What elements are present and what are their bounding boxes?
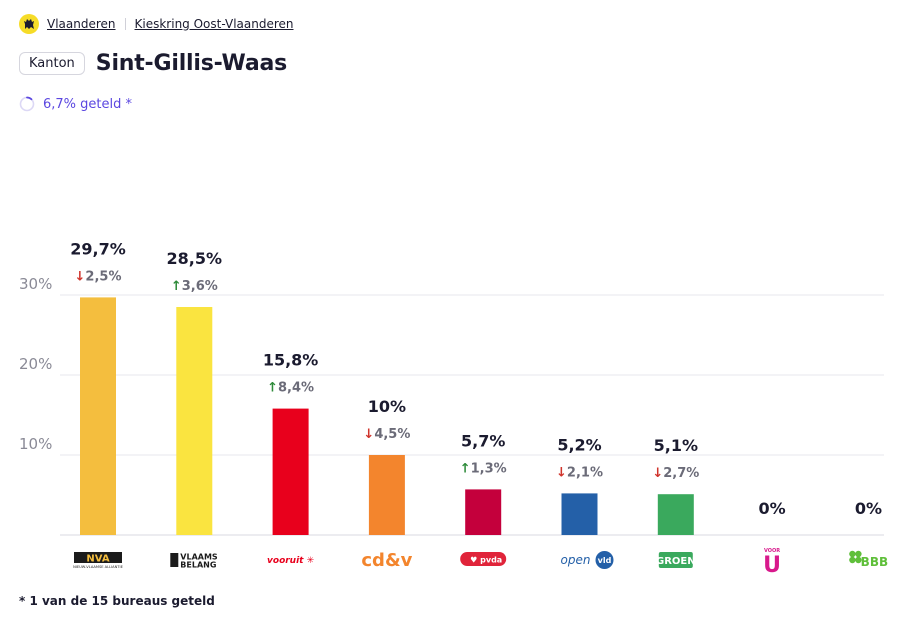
value-label-open-vld: 5,2% [557,435,601,454]
breadcrumb: Vlaanderen Kieskring Oost-Vlaanderen [19,13,294,35]
value-label-vooruit: 15,8% [263,351,319,370]
y-tick-label: 20% [19,355,52,373]
change-value: 8,4% [278,381,314,396]
openvld-logo-text: open [561,553,591,567]
bbb-logo-dot [849,550,856,558]
groen-logo-block [658,552,693,568]
value-label-voor-u: 0% [759,499,786,518]
openvld-logo-subtext: vld [598,556,612,565]
bar-groen [657,494,694,535]
bbb-logo-dot [849,556,856,564]
change-label-vooruit: ↑8,4% [267,381,314,396]
arrow-down-icon: ↓ [556,465,567,480]
value-label-bbb: 0% [855,499,882,518]
openvld-logo-circle [595,551,614,569]
arrow-up-icon: ↑ [267,381,278,396]
counted-status: 6,7% geteld * [19,96,132,112]
value-label-pvda: 5,7% [461,431,505,450]
change-label-cd-v: ↓4,5% [363,427,410,442]
nva-logo-block [74,552,122,563]
pvda-logo-text: ♥ pvda [470,556,502,565]
breadcrumb-vlaanderen[interactable]: Vlaanderen [47,17,116,31]
flemish-lion-icon [19,14,39,34]
bbb-logo-dot [855,550,862,558]
vb-logo-text: VLAAMS [180,553,218,562]
change-value: 2,5% [85,269,121,284]
bar-cd-v [368,455,405,535]
change-value: 4,5% [374,427,410,442]
breadcrumb-separator [124,18,126,30]
groen-logo-text: GROEN [656,556,696,567]
footnote: * 1 van de 15 bureaus geteld [19,594,215,608]
cdv-logo: cd&v [361,550,412,571]
value-label-vlaams-belang: 28,5% [167,249,223,268]
value-label-n-va: 29,7% [70,239,126,258]
arrow-up-icon: ↑ [171,279,182,294]
change-value: 3,6% [182,279,218,294]
nva-logo-subtext: NIEUW-VLAAMSE ALLIANTIE [73,565,123,569]
page-title: Sint-Gillis-Waas [95,51,288,76]
arrow-down-icon: ↓ [75,269,86,284]
change-label-n-va: ↓2,5% [75,269,122,284]
change-value: 2,7% [663,466,699,481]
voor-u-logo-subtext: U [763,553,781,578]
voor-u-logo-text: VOOR [764,548,780,554]
value-label-groen: 5,1% [654,436,698,455]
bar-open-vld [561,493,598,535]
change-value: 2,1% [567,465,603,480]
arrow-up-icon: ↑ [460,461,471,476]
bar-pvda [465,489,502,535]
bar-n-va [80,297,116,535]
change-label-vlaams-belang: ↑3,6% [171,279,218,294]
bbb-logo-text: BBB [861,555,888,569]
y-tick-label: 10% [19,435,52,453]
change-label-pvda: ↑1,3% [460,461,507,476]
bbb-logo-dot [855,556,862,564]
change-label-groen: ↓2,7% [652,466,699,481]
change-label-open-vld: ↓2,1% [556,465,603,480]
bar-vooruit [272,408,309,535]
change-value: 1,3% [471,461,507,476]
bar-vlaams-belang [176,307,213,535]
value-label-cd-v: 10% [368,397,406,416]
y-tick-label: 30% [19,275,52,293]
progress-ring-icon [19,96,35,112]
vb-logo-subtext: BELANG [180,561,216,570]
arrow-down-icon: ↓ [363,427,374,442]
pvda-logo-block [460,552,507,566]
breadcrumb-kieskring[interactable]: Kieskring Oost-Vlaanderen [134,17,294,31]
vb-logo-mark [170,553,179,567]
page-header: Kanton Sint-Gillis-Waas [19,51,287,76]
counted-text: 6,7% geteld * [43,96,133,112]
kanton-badge: Kanton [19,52,85,75]
nva-logo-text: NVA [86,554,109,565]
vooruit-logo: vooruit ✳ [267,556,315,566]
arrow-down-icon: ↓ [652,466,663,481]
